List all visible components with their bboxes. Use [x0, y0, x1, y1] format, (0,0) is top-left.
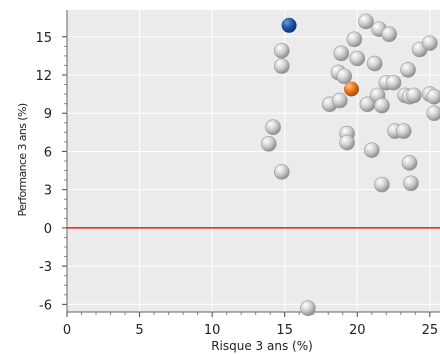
x-tick-label: 15	[276, 323, 293, 338]
y-tick-label: -3	[39, 260, 52, 275]
peer-point[interactable]	[333, 45, 350, 62]
peer-point[interactable]	[422, 35, 438, 51]
points	[260, 13, 440, 316]
y-tick-label: 9	[44, 107, 52, 122]
y-tick-label: 6	[44, 145, 52, 160]
y-tick-label: 12	[35, 69, 52, 84]
x-tick-label: 10	[204, 323, 221, 338]
peer-point[interactable]	[403, 175, 419, 192]
category-average-point[interactable]	[343, 81, 359, 97]
peer-point[interactable]	[395, 123, 412, 139]
peer-point[interactable]	[336, 68, 353, 85]
peer-point[interactable]	[366, 55, 383, 72]
peer-point[interactable]	[385, 74, 402, 91]
peer-point[interactable]	[406, 87, 422, 104]
peer-point[interactable]	[426, 105, 440, 122]
x-tick-label: 25	[422, 323, 439, 338]
peer-point[interactable]	[381, 26, 398, 43]
peer-point[interactable]	[332, 92, 348, 109]
x-tick-label: 5	[135, 323, 143, 338]
peer-point[interactable]	[300, 300, 316, 316]
peer-point[interactable]	[358, 13, 374, 30]
peer-point[interactable]	[426, 88, 440, 105]
peer-point[interactable]	[363, 142, 380, 158]
peer-point[interactable]	[339, 134, 355, 151]
peer-point[interactable]	[265, 119, 281, 136]
peer-point[interactable]	[260, 135, 277, 152]
y-tick-label: 0	[44, 222, 52, 237]
tick-labels: 0 5 10 15 20 25 -6 -3 0 3 6 9 12 15	[35, 31, 438, 338]
peer-point[interactable]	[349, 50, 366, 67]
highlighted-fund-point[interactable]	[281, 17, 297, 33]
x-axis-title: Risque 3 ans (%)	[211, 339, 313, 353]
peer-point[interactable]	[346, 31, 363, 48]
peer-point[interactable]	[274, 42, 290, 59]
plot-area	[67, 10, 440, 312]
peer-point[interactable]	[374, 97, 390, 114]
peer-point[interactable]	[374, 176, 390, 193]
x-tick-label: 20	[349, 323, 366, 338]
y-tick-label: 3	[44, 184, 52, 199]
y-tick-label: 15	[35, 31, 52, 46]
peer-point[interactable]	[401, 155, 418, 171]
axes	[62, 10, 440, 317]
y-axis-title: Performance 3 ans (%)	[16, 103, 29, 216]
peer-point[interactable]	[274, 58, 290, 74]
y-tick-label: -6	[39, 298, 52, 313]
x-tick-label: 0	[63, 323, 71, 338]
peer-point[interactable]	[400, 62, 416, 78]
peer-point[interactable]	[274, 164, 290, 180]
